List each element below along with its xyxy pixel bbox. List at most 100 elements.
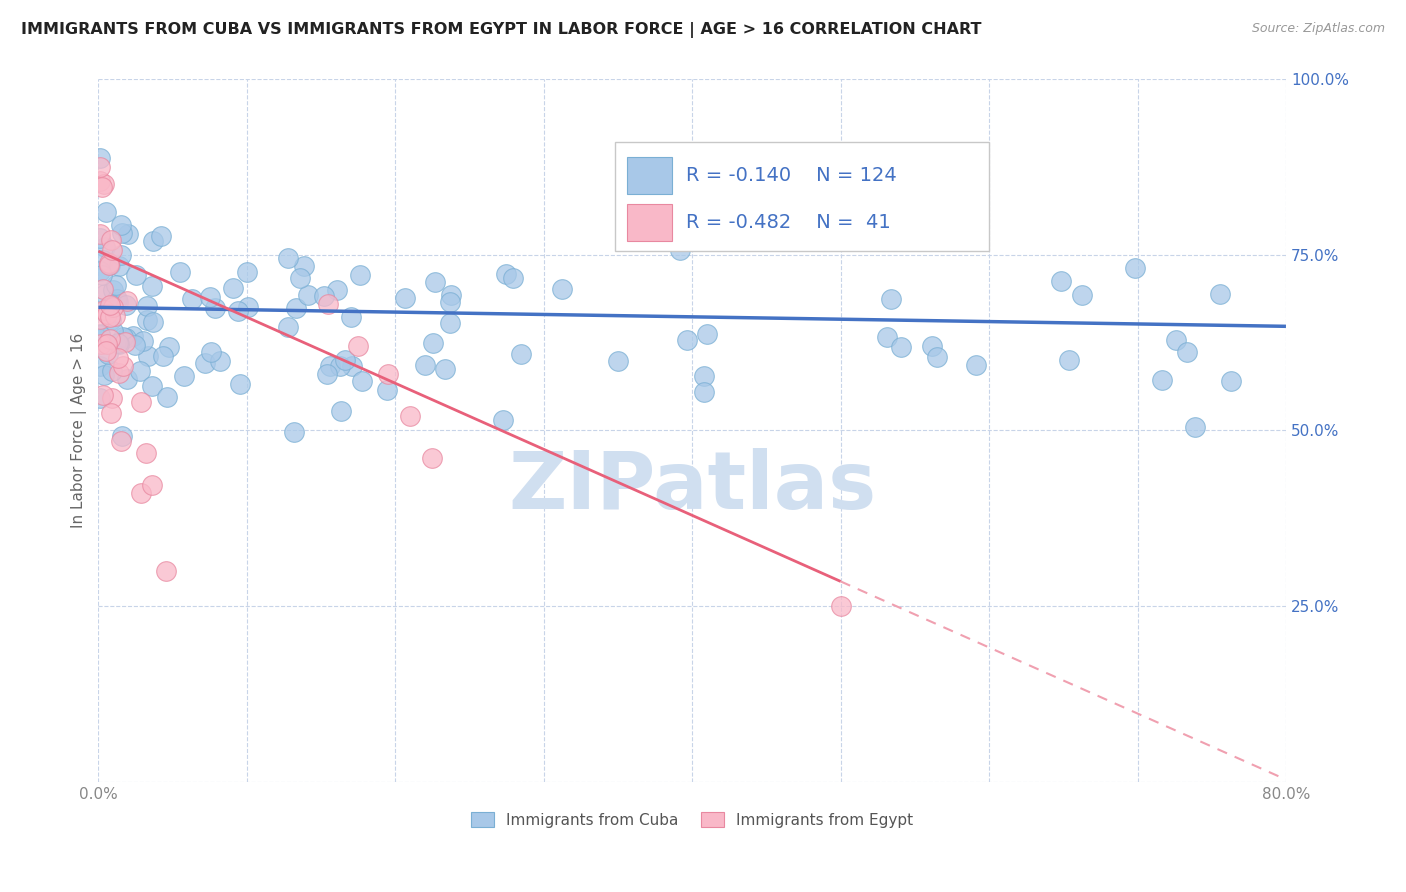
Point: [89, 151, 111, 165]
Point: [1049, 274, 1071, 288]
Point: [551, 282, 574, 296]
Point: [91, 180, 114, 194]
Point: [98, 332, 121, 346]
Point: [222, 281, 245, 295]
Point: [117, 227, 139, 241]
Point: [128, 363, 150, 377]
Point: [114, 334, 136, 349]
Point: [97, 255, 120, 269]
Point: [91, 252, 114, 267]
Point: [89, 173, 111, 187]
Point: [100, 233, 122, 247]
Point: [377, 383, 399, 397]
Point: [105, 292, 128, 306]
Point: [111, 329, 134, 343]
Point: [142, 315, 165, 329]
Point: [696, 326, 718, 341]
Point: [115, 297, 138, 311]
Point: [97, 346, 120, 360]
Point: [100, 313, 122, 327]
Bar: [627, 157, 672, 194]
Point: [292, 259, 315, 273]
Point: [439, 316, 461, 330]
Point: [288, 270, 311, 285]
Point: [110, 429, 132, 443]
Point: [347, 339, 370, 353]
Point: [335, 353, 357, 368]
Point: [117, 293, 139, 308]
Point: [104, 278, 127, 293]
Point: [169, 265, 191, 279]
Point: [112, 359, 135, 373]
Point: [329, 403, 352, 417]
Point: [89, 227, 111, 242]
Point: [510, 347, 533, 361]
Point: [676, 334, 699, 348]
Point: [159, 340, 181, 354]
Point: [89, 332, 111, 346]
Point: [101, 391, 124, 405]
Point: [111, 226, 134, 240]
Point: [495, 267, 517, 281]
Text: Source: ZipAtlas.com: Source: ZipAtlas.com: [1251, 22, 1385, 36]
Legend: Immigrants from Cuba, Immigrants from Egypt: Immigrants from Cuba, Immigrants from Eg…: [465, 805, 920, 834]
Text: R = -0.482    N =  41: R = -0.482 N = 41: [686, 213, 891, 232]
Point: [100, 243, 122, 257]
Point: [492, 413, 515, 427]
Point: [89, 160, 111, 174]
Point: [138, 349, 160, 363]
Point: [98, 258, 121, 272]
Point: [693, 369, 716, 384]
Point: [107, 351, 129, 366]
Point: [1175, 344, 1198, 359]
Point: [90, 268, 112, 282]
Point: [1219, 374, 1241, 388]
Point: [965, 358, 987, 372]
Point: [150, 229, 173, 244]
Point: [100, 406, 122, 420]
Point: [103, 324, 125, 338]
Text: R = -0.140    N = 124: R = -0.140 N = 124: [686, 166, 897, 185]
Point: [315, 367, 337, 381]
Point: [277, 251, 299, 265]
Point: [204, 301, 226, 315]
Point: [91, 388, 114, 402]
Point: [125, 268, 148, 282]
Point: [329, 359, 352, 374]
Point: [93, 178, 115, 192]
Point: [100, 298, 122, 312]
Point: [422, 336, 444, 351]
Point: [91, 282, 114, 296]
Point: [925, 350, 948, 364]
Point: [93, 287, 115, 301]
Point: [283, 425, 305, 440]
Point: [132, 334, 155, 348]
Point: [921, 339, 943, 353]
Point: [141, 379, 163, 393]
Point: [200, 345, 222, 359]
Point: [104, 309, 127, 323]
Point: [100, 299, 122, 313]
Point: [439, 294, 461, 309]
Point: [880, 293, 903, 307]
Point: [1166, 334, 1188, 348]
Point: [502, 271, 524, 285]
Point: [96, 307, 118, 321]
Point: [1125, 260, 1147, 275]
Point: [155, 564, 177, 578]
Point: [89, 312, 111, 326]
Point: [1070, 288, 1092, 302]
Point: [830, 599, 852, 613]
FancyBboxPatch shape: [614, 142, 988, 252]
Point: [627, 232, 650, 246]
Point: [423, 276, 446, 290]
Point: [122, 328, 145, 343]
Point: [350, 374, 373, 388]
Point: [707, 220, 730, 235]
Point: [101, 300, 124, 314]
Point: [413, 358, 436, 372]
Point: [422, 451, 444, 466]
Point: [318, 297, 340, 311]
Point: [136, 313, 159, 327]
Point: [394, 291, 416, 305]
